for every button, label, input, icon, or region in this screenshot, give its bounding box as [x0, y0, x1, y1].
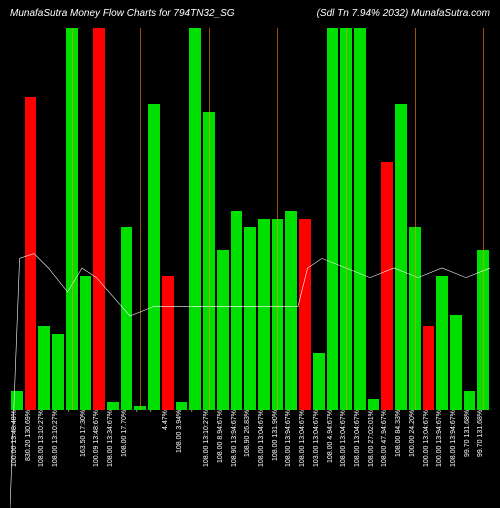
bar	[258, 219, 270, 410]
x-label: 108.00 131.90%	[272, 410, 284, 500]
bar	[313, 353, 325, 410]
x-label: 108.00 17.70%	[121, 410, 133, 500]
x-label: 108.00 27:02:01%	[368, 410, 380, 500]
chart-area	[10, 28, 490, 410]
grid-line	[277, 28, 278, 410]
x-label: 108.90 26.83%	[244, 410, 256, 500]
chart-header: MunafaSutra Money Flow Charts for 794TN3…	[0, 8, 500, 19]
bar	[244, 227, 256, 410]
bar	[148, 104, 160, 410]
x-label: -	[66, 410, 78, 500]
x-label: 100.09 13:48:67%	[93, 410, 105, 500]
x-label: 163.50 17:30%	[80, 410, 92, 500]
x-label: -	[134, 410, 146, 500]
grid-line	[346, 28, 347, 410]
bar	[217, 250, 229, 410]
bar	[231, 211, 243, 410]
x-label: 99.70 131.68%	[464, 410, 476, 500]
x-label: 108.00 13:10:27%	[203, 410, 215, 500]
x-label: 108.00 13:94:67%	[450, 410, 462, 500]
bar	[368, 399, 380, 410]
bar	[299, 219, 311, 410]
x-label: 4.47%	[162, 410, 174, 500]
bar	[464, 391, 476, 410]
bar	[11, 391, 23, 410]
x-label: 108.00 4.94:67%	[327, 410, 339, 500]
x-label: 108.00 13:94:67%	[285, 410, 297, 500]
grid-line	[209, 28, 210, 410]
x-label: 108.90 13:94:67%	[231, 410, 243, 500]
bar	[423, 326, 435, 410]
x-label: 108.00 13:10:27%	[52, 410, 64, 500]
x-label: 108.00 13:04:67%	[299, 410, 311, 500]
x-label: -	[148, 410, 160, 500]
bar	[121, 227, 133, 410]
x-label: 830.20 130.69%	[25, 410, 37, 500]
grid-line	[415, 28, 416, 410]
grid-line	[140, 28, 141, 410]
x-label: 100.00 13:48:48%	[11, 410, 23, 500]
bar	[189, 28, 201, 410]
x-label: 108.00 3.94%	[176, 410, 188, 500]
header-title-left: MunafaSutra Money Flow Charts for 794TN3…	[10, 8, 235, 19]
bar	[395, 104, 407, 410]
bar	[176, 402, 188, 410]
x-label: 108.00 84.33%	[395, 410, 407, 500]
bar	[381, 162, 393, 410]
bar	[38, 326, 50, 410]
x-label: 100.00 24.20%	[409, 410, 421, 500]
x-label: 100.00 13:04:67%	[423, 410, 435, 500]
grid-line	[72, 28, 73, 410]
x-label: 108.00 13:04:67%	[258, 410, 270, 500]
header-title-right: (Sdl Tn 7.94% 2032) MunafaSutra.com	[317, 8, 490, 19]
x-label: 100.00 13:94:67%	[436, 410, 448, 500]
bar	[436, 276, 448, 410]
bar	[93, 28, 105, 410]
bar	[450, 315, 462, 411]
bar	[25, 97, 37, 410]
x-label: 108.00 47.94:67%	[381, 410, 393, 500]
x-label: 99.70 131.68%	[477, 410, 489, 500]
bar	[162, 276, 174, 410]
bar	[52, 334, 64, 410]
bars-container	[10, 28, 490, 410]
x-label: 103.00 13:04:67%	[313, 410, 325, 500]
x-label: 108.00 13:04:67%	[354, 410, 366, 500]
x-label: 108.00 13:10:27%	[38, 410, 50, 500]
x-axis-labels: 100.00 13:48:48%830.20 130.69%108.00 13:…	[10, 410, 490, 500]
grid-line	[483, 28, 484, 410]
bar	[285, 211, 297, 410]
bar	[327, 28, 339, 410]
x-label: 108.00 8.94:67%	[217, 410, 229, 500]
bar	[354, 28, 366, 410]
bar	[80, 276, 92, 410]
x-label: 108.00 13:04:67%	[340, 410, 352, 500]
x-label: -	[189, 410, 201, 500]
bar	[107, 402, 119, 410]
x-label: 108.00 13:34:67%	[107, 410, 119, 500]
